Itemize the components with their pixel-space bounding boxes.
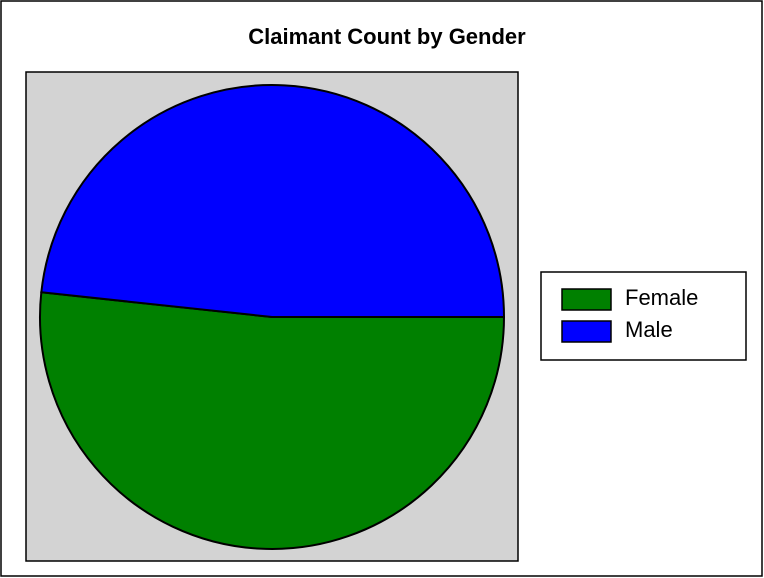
legend — [540, 271, 747, 361]
pie-slice — [40, 84, 506, 318]
legend-label: Male — [625, 317, 673, 342]
legend-swatch — [561, 288, 612, 311]
pie-slice — [39, 291, 506, 550]
chart-title: Claimant Count by Gender — [248, 24, 526, 49]
legend-swatch — [561, 320, 612, 343]
legend-label: Female — [625, 285, 698, 310]
